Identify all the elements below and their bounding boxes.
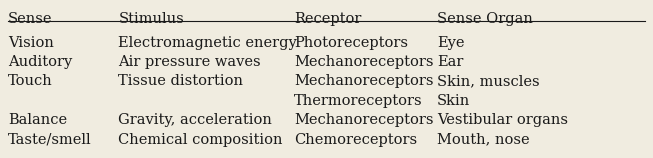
Text: Ear: Ear [437, 55, 464, 69]
Text: Sense: Sense [8, 12, 52, 26]
Text: Vision: Vision [8, 36, 54, 50]
Text: Auditory: Auditory [8, 55, 72, 69]
Text: Touch: Touch [8, 74, 53, 88]
Text: Air pressure waves: Air pressure waves [118, 55, 261, 69]
Text: Skin: Skin [437, 94, 470, 108]
Text: Tissue distortion: Tissue distortion [118, 74, 244, 88]
Text: Sense Organ: Sense Organ [437, 12, 533, 26]
Text: Receptor: Receptor [294, 12, 361, 26]
Text: Balance: Balance [8, 113, 67, 127]
Text: Mechanoreceptors: Mechanoreceptors [294, 55, 434, 69]
Text: Mechanoreceptors: Mechanoreceptors [294, 113, 434, 127]
Text: Photoreceptors: Photoreceptors [294, 36, 408, 50]
Text: Eye: Eye [437, 36, 464, 50]
Text: Chemical composition: Chemical composition [118, 133, 283, 147]
Text: Vestibular organs: Vestibular organs [437, 113, 568, 127]
Text: Stimulus: Stimulus [118, 12, 184, 26]
Text: Taste/smell: Taste/smell [8, 133, 91, 147]
Text: Electromagnetic energy: Electromagnetic energy [118, 36, 297, 50]
Text: Chemoreceptors: Chemoreceptors [294, 133, 417, 147]
Text: Skin, muscles: Skin, muscles [437, 74, 539, 88]
Text: Gravity, acceleration: Gravity, acceleration [118, 113, 272, 127]
Text: Mouth, nose: Mouth, nose [437, 133, 530, 147]
Text: Mechanoreceptors: Mechanoreceptors [294, 74, 434, 88]
Text: Thermoreceptors: Thermoreceptors [294, 94, 422, 108]
